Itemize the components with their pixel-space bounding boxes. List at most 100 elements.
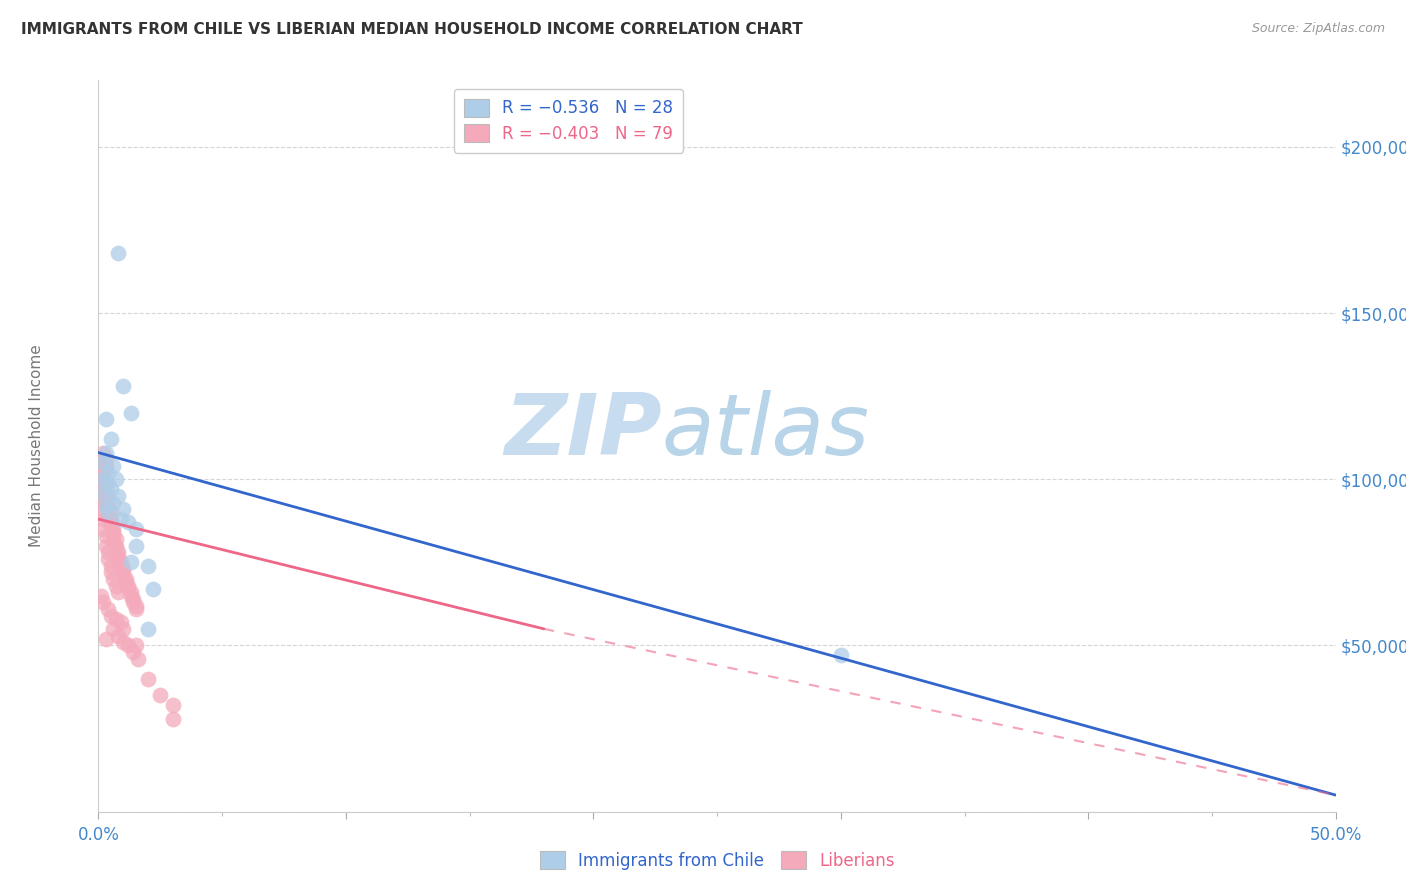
Point — [93, 512, 115, 526]
Point — [103, 622, 125, 636]
Point — [112, 635, 135, 649]
Point — [104, 532, 127, 546]
Legend: Immigrants from Chile, Liberians: Immigrants from Chile, Liberians — [533, 845, 901, 877]
Point — [93, 472, 115, 486]
Point — [107, 246, 129, 260]
Point — [112, 566, 135, 580]
Text: Source: ZipAtlas.com: Source: ZipAtlas.com — [1251, 22, 1385, 36]
Point — [107, 628, 129, 642]
Point — [94, 529, 117, 543]
Point — [107, 545, 129, 559]
Point — [94, 475, 117, 490]
Point — [117, 516, 139, 530]
Point — [112, 502, 135, 516]
Point — [162, 712, 184, 726]
Point — [94, 482, 117, 496]
Point — [94, 412, 117, 426]
Point — [97, 492, 120, 507]
Point — [117, 579, 139, 593]
Point — [94, 489, 117, 503]
Point — [100, 566, 122, 580]
Text: ZIP: ZIP — [503, 390, 661, 473]
Point — [120, 589, 142, 603]
Point — [110, 615, 132, 630]
Point — [97, 499, 120, 513]
Point — [90, 589, 112, 603]
Point — [94, 632, 117, 646]
Point — [97, 506, 120, 520]
Point — [107, 585, 129, 599]
Point — [93, 462, 115, 476]
Point — [136, 558, 159, 573]
Point — [97, 508, 120, 523]
Point — [104, 542, 127, 557]
Point — [94, 499, 117, 513]
Point — [110, 512, 132, 526]
Point — [136, 672, 159, 686]
Point — [124, 639, 146, 653]
Point — [90, 456, 112, 470]
Point — [136, 622, 159, 636]
Text: atlas: atlas — [661, 390, 869, 473]
Point — [93, 595, 115, 609]
Point — [124, 599, 146, 613]
Point — [90, 506, 112, 520]
Point — [114, 572, 136, 586]
Point — [149, 689, 172, 703]
Point — [120, 555, 142, 569]
Point — [122, 595, 145, 609]
Point — [107, 552, 129, 566]
Point — [90, 469, 112, 483]
Point — [100, 512, 122, 526]
Point — [124, 602, 146, 616]
Point — [124, 539, 146, 553]
Point — [94, 445, 117, 459]
Point — [100, 506, 122, 520]
Point — [830, 648, 852, 663]
Point — [97, 502, 120, 516]
Point — [110, 555, 132, 569]
Point — [103, 572, 125, 586]
Point — [93, 456, 115, 470]
Point — [103, 525, 125, 540]
Point — [107, 489, 129, 503]
Point — [94, 495, 117, 509]
Point — [94, 539, 117, 553]
Point — [122, 645, 145, 659]
Point — [90, 495, 112, 509]
Point — [127, 652, 149, 666]
Point — [100, 433, 122, 447]
Point — [107, 549, 129, 563]
Point — [97, 602, 120, 616]
Point — [103, 529, 125, 543]
Point — [97, 545, 120, 559]
Point — [97, 475, 120, 490]
Point — [110, 558, 132, 573]
Point — [93, 522, 115, 536]
Point — [94, 458, 117, 473]
Point — [162, 698, 184, 713]
Point — [124, 522, 146, 536]
Point — [112, 622, 135, 636]
Point — [112, 562, 135, 576]
Point — [120, 406, 142, 420]
Point — [100, 608, 122, 623]
Point — [100, 482, 122, 496]
Point — [103, 495, 125, 509]
Point — [97, 466, 120, 480]
Point — [90, 475, 112, 490]
Point — [112, 568, 135, 582]
Point — [94, 452, 117, 467]
Point — [114, 575, 136, 590]
Point — [100, 558, 122, 573]
Point — [117, 639, 139, 653]
Point — [103, 458, 125, 473]
Point — [104, 472, 127, 486]
Point — [93, 472, 115, 486]
Point — [122, 591, 145, 606]
Point — [120, 585, 142, 599]
Point — [104, 579, 127, 593]
Point — [93, 479, 115, 493]
Text: IMMIGRANTS FROM CHILE VS LIBERIAN MEDIAN HOUSEHOLD INCOME CORRELATION CHART: IMMIGRANTS FROM CHILE VS LIBERIAN MEDIAN… — [21, 22, 803, 37]
Point — [100, 518, 122, 533]
